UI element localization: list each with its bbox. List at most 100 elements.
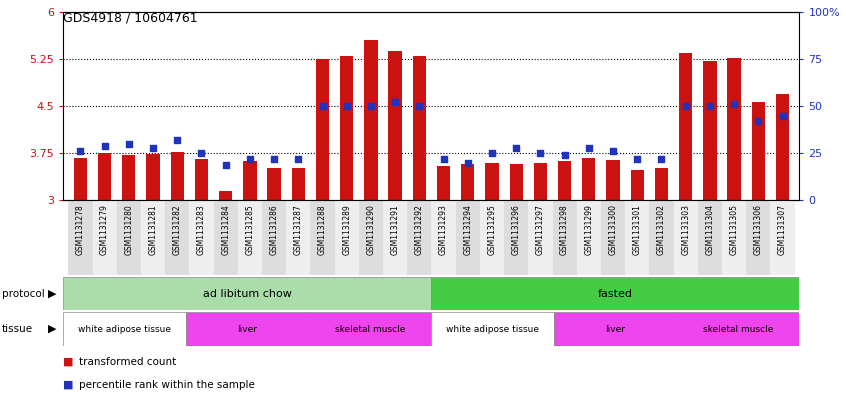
Text: fasted: fasted bbox=[598, 289, 633, 299]
Bar bbox=[141, 200, 165, 275]
Text: GSM1131304: GSM1131304 bbox=[706, 204, 714, 255]
Bar bbox=[607, 160, 620, 200]
Point bbox=[364, 103, 377, 109]
Text: GSM1131282: GSM1131282 bbox=[173, 204, 182, 255]
Text: GSM1131302: GSM1131302 bbox=[657, 204, 666, 255]
Point bbox=[630, 156, 644, 162]
Bar bbox=[63, 277, 431, 310]
Point bbox=[413, 103, 426, 109]
Bar bbox=[117, 200, 141, 275]
Bar bbox=[509, 164, 523, 200]
Text: GSM1131283: GSM1131283 bbox=[197, 204, 206, 255]
Text: GSM1131307: GSM1131307 bbox=[778, 204, 787, 255]
Bar bbox=[146, 154, 160, 200]
Bar bbox=[340, 56, 354, 200]
Bar bbox=[437, 166, 450, 200]
Bar bbox=[309, 312, 431, 346]
Bar bbox=[213, 200, 238, 275]
Bar bbox=[431, 200, 456, 275]
Bar bbox=[262, 200, 286, 275]
Text: GSM1131288: GSM1131288 bbox=[318, 204, 327, 255]
Bar bbox=[771, 200, 794, 275]
Bar bbox=[480, 200, 504, 275]
Text: GDS4918 / 10604761: GDS4918 / 10604761 bbox=[63, 12, 198, 25]
Text: GSM1131285: GSM1131285 bbox=[245, 204, 255, 255]
Bar bbox=[650, 200, 673, 275]
Point bbox=[122, 141, 135, 147]
Bar bbox=[359, 200, 383, 275]
Bar bbox=[679, 53, 692, 200]
Bar bbox=[195, 159, 208, 200]
Point bbox=[340, 103, 354, 109]
Bar bbox=[310, 200, 335, 275]
Text: GSM1131286: GSM1131286 bbox=[270, 204, 278, 255]
Bar bbox=[677, 312, 799, 346]
Bar bbox=[335, 200, 359, 275]
Point bbox=[195, 150, 208, 156]
Point bbox=[655, 156, 668, 162]
Bar bbox=[461, 164, 475, 200]
Text: percentile rank within the sample: percentile rank within the sample bbox=[79, 380, 255, 390]
Text: protocol: protocol bbox=[2, 289, 45, 299]
Point bbox=[703, 103, 717, 109]
Bar bbox=[722, 200, 746, 275]
Bar bbox=[698, 200, 722, 275]
Bar bbox=[413, 56, 426, 200]
Bar bbox=[776, 94, 789, 200]
Bar bbox=[267, 168, 281, 200]
Text: GSM1131296: GSM1131296 bbox=[512, 204, 520, 255]
Text: ▶: ▶ bbox=[48, 324, 57, 334]
Point bbox=[607, 148, 620, 154]
Bar bbox=[486, 163, 498, 200]
Bar bbox=[171, 152, 184, 200]
Bar bbox=[165, 200, 190, 275]
Point bbox=[509, 145, 523, 151]
Bar bbox=[655, 168, 668, 200]
Bar bbox=[74, 158, 87, 200]
Point bbox=[776, 112, 789, 119]
Point bbox=[98, 143, 112, 149]
Point bbox=[678, 103, 692, 109]
Bar bbox=[552, 200, 577, 275]
Text: GSM1131303: GSM1131303 bbox=[681, 204, 690, 255]
Bar bbox=[69, 200, 92, 275]
Bar bbox=[558, 162, 571, 200]
Point bbox=[558, 152, 571, 158]
Point bbox=[534, 150, 547, 156]
Text: tissue: tissue bbox=[2, 324, 33, 334]
Text: GSM1131289: GSM1131289 bbox=[343, 204, 351, 255]
Bar bbox=[190, 200, 213, 275]
Bar bbox=[504, 200, 528, 275]
Text: GSM1131279: GSM1131279 bbox=[100, 204, 109, 255]
Bar bbox=[286, 200, 310, 275]
Bar bbox=[219, 191, 233, 200]
Bar bbox=[625, 200, 650, 275]
Text: skeletal muscle: skeletal muscle bbox=[703, 325, 773, 334]
Bar bbox=[601, 200, 625, 275]
Text: GSM1131298: GSM1131298 bbox=[560, 204, 569, 255]
Bar bbox=[703, 61, 717, 200]
Point bbox=[146, 145, 160, 151]
Bar bbox=[582, 158, 596, 200]
Point bbox=[316, 103, 329, 109]
Bar bbox=[751, 102, 765, 200]
Point bbox=[74, 148, 87, 154]
Text: white adipose tissue: white adipose tissue bbox=[79, 325, 171, 334]
Bar bbox=[431, 277, 799, 310]
Bar bbox=[534, 163, 547, 200]
Text: GSM1131287: GSM1131287 bbox=[294, 204, 303, 255]
Bar bbox=[528, 200, 552, 275]
Text: ■: ■ bbox=[63, 380, 74, 390]
Bar bbox=[728, 58, 741, 200]
Text: ■: ■ bbox=[63, 356, 74, 367]
Text: liver: liver bbox=[606, 325, 625, 334]
Bar bbox=[122, 155, 135, 200]
Text: GSM1131290: GSM1131290 bbox=[366, 204, 376, 255]
Point bbox=[243, 156, 256, 162]
Point bbox=[461, 160, 475, 166]
Bar bbox=[63, 312, 186, 346]
Text: GSM1131297: GSM1131297 bbox=[536, 204, 545, 255]
Bar bbox=[746, 200, 771, 275]
Bar bbox=[98, 153, 112, 200]
Point bbox=[171, 137, 184, 143]
